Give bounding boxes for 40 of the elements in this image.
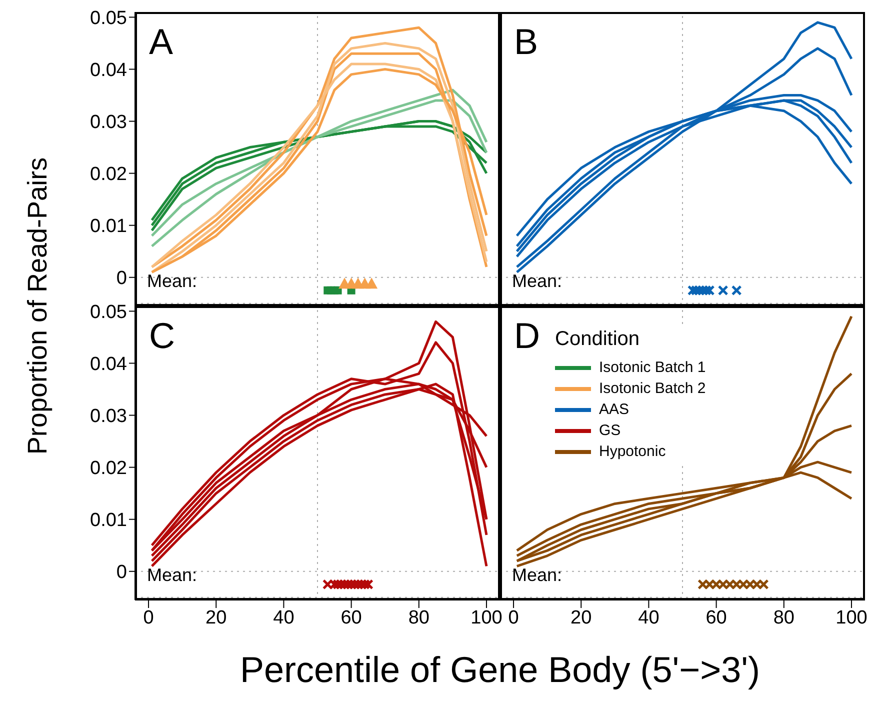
annotation: Mean: [512, 565, 562, 585]
text: Isotonic Batch 1 [599, 359, 706, 376]
annotation: Mean: [147, 271, 198, 291]
legend-title: Condition [555, 328, 641, 351]
y-axis-title: Proportion of Read-Pairs [22, 157, 54, 455]
annotation: Mean: [147, 565, 198, 585]
x-tick-label: 80 [773, 607, 794, 628]
y-tick-label: 0.05 [90, 302, 127, 323]
x-tick-label: 20 [206, 607, 227, 628]
legend-label: Hypotonic [599, 443, 666, 460]
chart-title: C [149, 315, 175, 356]
y-tick-label: 0 [116, 268, 127, 290]
chart-title: B [514, 21, 538, 62]
y-tick-label: 0.01 [90, 510, 127, 532]
annotation: Mean: [512, 271, 562, 291]
x-tick-label: 0 [508, 607, 519, 628]
x-tick-label: 40 [638, 607, 660, 628]
y-tick-label: 0 [116, 562, 127, 584]
x-tick-label: 100 [836, 607, 868, 628]
text: Isotonic Batch 2 [599, 380, 706, 397]
x-tick-label: 20 [570, 607, 592, 628]
x-tick-label: 80 [408, 607, 430, 628]
y-tick-label: 0.02 [90, 458, 127, 480]
x-tick-label: 40 [273, 607, 294, 628]
chart-title: A [149, 21, 174, 62]
y-tick-label: 0.04 [90, 60, 128, 81]
x-tick-label: 60 [340, 607, 362, 628]
x-axis-title: Percentile of Gene Body (5'−>3') [240, 649, 760, 691]
y-tick-label: 0.04 [90, 354, 128, 375]
x-tick-label: 0 [143, 607, 154, 628]
chart-title: D [514, 315, 540, 356]
text: AAS [599, 401, 630, 418]
x-tick-label: 100 [470, 607, 502, 628]
y-tick-label: 0.03 [90, 112, 127, 134]
x-tick-label: 60 [706, 607, 727, 628]
y-tick-label: 0.05 [90, 8, 127, 29]
y-tick-label: 0.03 [90, 406, 127, 428]
y-tick-label: 0.01 [90, 216, 127, 238]
y-tick-label: 0.02 [90, 164, 127, 186]
text: GS [599, 422, 621, 439]
